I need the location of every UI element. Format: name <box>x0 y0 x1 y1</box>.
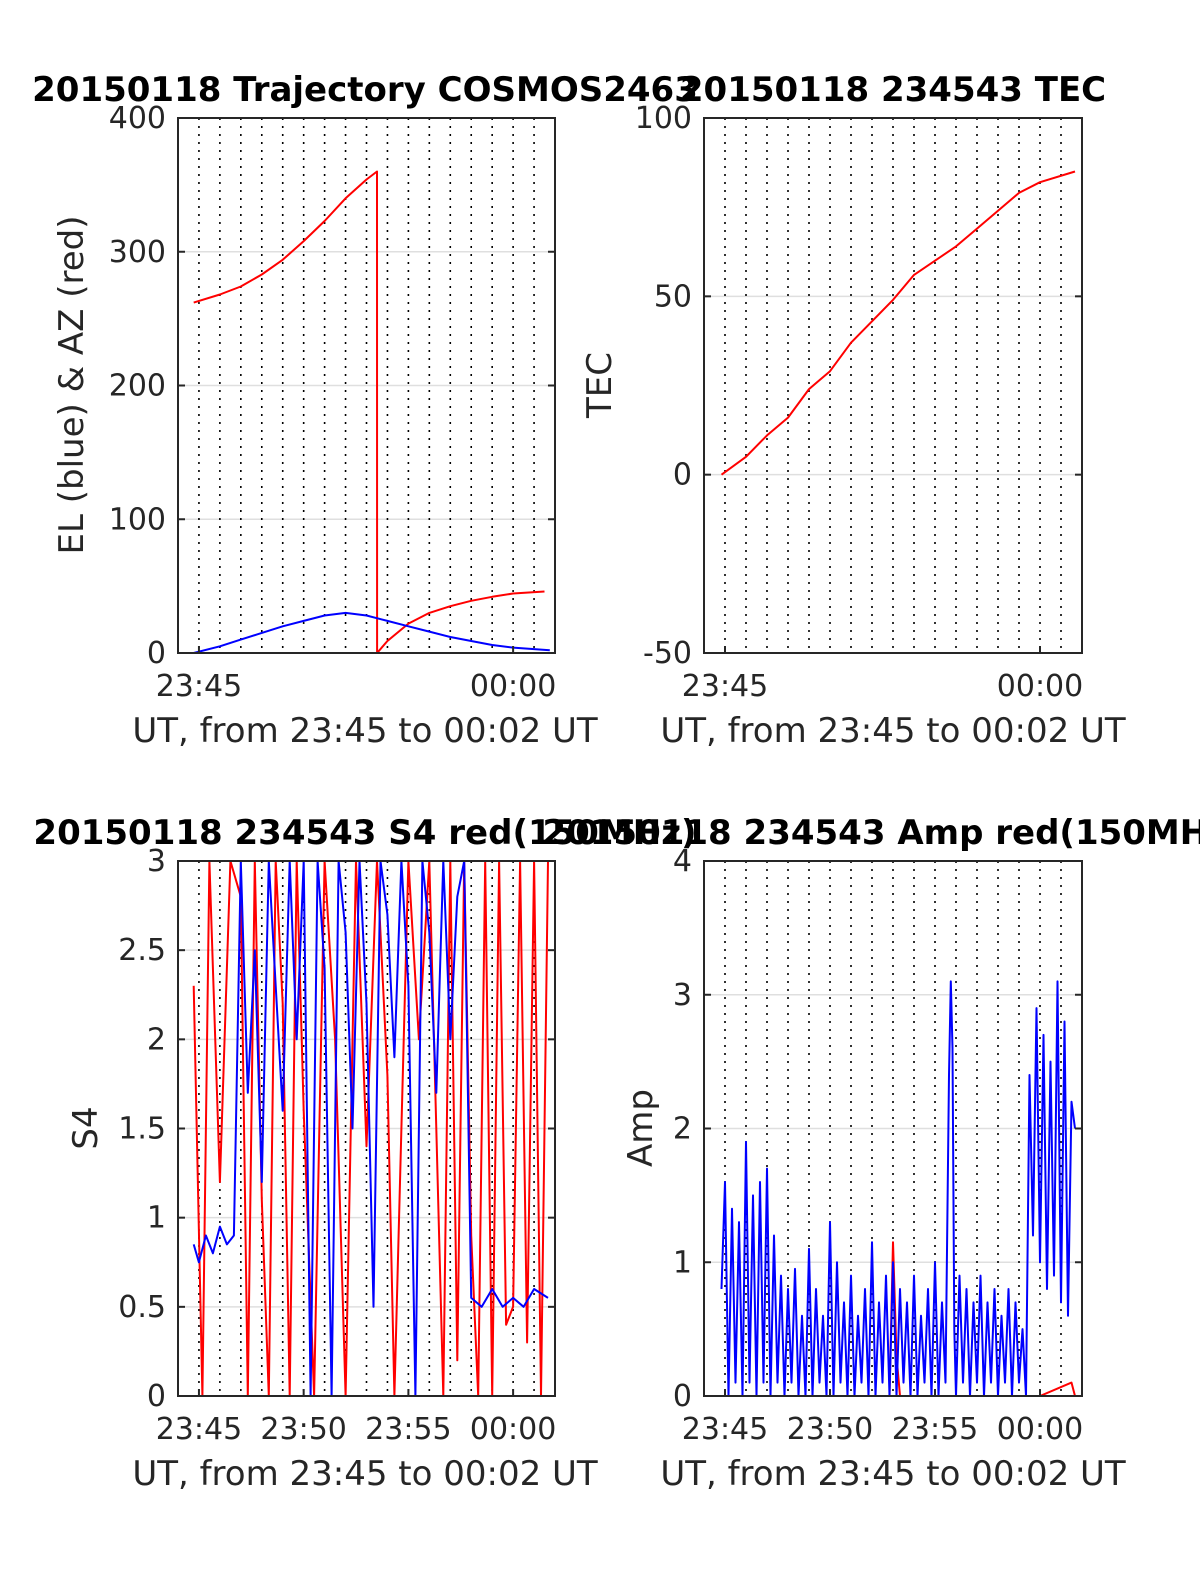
tec-xlabel: UT, from 23:45 to 00:02 UT <box>660 711 1126 751</box>
tec-axes-frame <box>703 117 1083 654</box>
s4-series-red-line <box>192 861 549 1396</box>
s4-ytick-label: 2.5 <box>118 933 166 968</box>
tec-ylabel: TEC <box>580 352 620 419</box>
s4-ytick-label: 3 <box>147 844 166 879</box>
amp-xtick-label: 23:50 <box>787 1412 873 1447</box>
amp-xlabel: UT, from 23:45 to 00:02 UT <box>660 1454 1126 1494</box>
amp-title: 20150118 234543 Amp red(150MHz) <box>542 813 1200 853</box>
tec-ytick-label: 100 <box>635 101 692 136</box>
trajectory-plot: 0 100 200 300 400 23:45 00:00 <box>109 101 557 704</box>
s4-xtick-label: 23:45 <box>156 1412 242 1447</box>
amp-ytick-label: 1 <box>673 1245 692 1280</box>
tec-ytick-label: -50 <box>643 636 692 671</box>
panel-amp: 20150118 234543 Amp red(150MHz) UT, from… <box>542 813 1200 1494</box>
s4-xlabel: UT, from 23:45 to 00:02 UT <box>132 1454 598 1494</box>
amp-xtick-label: 23:45 <box>682 1412 768 1447</box>
tec-ytick-label: 50 <box>654 279 692 314</box>
panel-trajectory: 20150118 Trajectory COSMOS2463 UT, from … <box>32 70 698 751</box>
trajectory-xtick-label: 00:00 <box>470 669 556 704</box>
tec-plot: -50 0 50 100 23:45 00:00 <box>635 101 1084 704</box>
amp-xtick-label: 23:55 <box>892 1412 978 1447</box>
s4-xtick-label: 23:55 <box>365 1412 451 1447</box>
tec-series-tec-line <box>720 170 1076 476</box>
trajectory-xlabel: UT, from 23:45 to 00:02 UT <box>132 711 598 751</box>
trajectory-ytick-label: 300 <box>109 235 166 270</box>
amp-ytick-label: 0 <box>673 1379 692 1414</box>
trajectory-ylabel: EL (blue) & AZ (red) <box>52 215 92 554</box>
tec-title: 20150118 234543 TEC <box>680 70 1106 110</box>
s4-xtick-label: 23:50 <box>260 1412 346 1447</box>
panel-s4: 20150118 234543 S4 red(150MHz) UT, from … <box>33 813 696 1494</box>
amp-ytick-label: 4 <box>673 844 692 879</box>
trajectory-ytick-label: 0 <box>147 636 166 671</box>
amp-plot: 0 1 2 3 4 23:45 23:50 23:55 00:00 <box>673 844 1083 1447</box>
trajectory-ytick-label: 200 <box>109 369 166 404</box>
tec-xtick-label: 00:00 <box>997 669 1083 704</box>
tec-ytick-label: 0 <box>673 458 692 493</box>
tec-xtick-label: 23:45 <box>682 669 768 704</box>
s4-ytick-label: 1.5 <box>118 1112 166 1147</box>
s4-ylabel: S4 <box>66 1106 106 1149</box>
trajectory-series-el-line <box>193 611 550 653</box>
amp-xtick-label: 00:00 <box>997 1412 1083 1447</box>
trajectory-xtick-label: 23:45 <box>156 669 242 704</box>
amp-ylabel: Amp <box>621 1089 661 1167</box>
s4-ytick-label: 1 <box>147 1201 166 1236</box>
s4-series-blue-line <box>192 861 549 1396</box>
s4-ytick-label: 0.5 <box>118 1290 166 1325</box>
trajectory-series-az-line <box>193 170 545 653</box>
amp-ytick-label: 3 <box>673 978 692 1013</box>
s4-xtick-label: 00:00 <box>470 1412 556 1447</box>
s4-plot: 0 0.5 1 1.5 2 2.5 3 23:45 23:50 23:55 00:00 <box>118 844 556 1447</box>
trajectory-ytick-label: 100 <box>109 502 166 537</box>
s4-ytick-label: 0 <box>147 1379 166 1414</box>
amp-ytick-label: 2 <box>673 1112 692 1147</box>
trajectory-ytick-label: 400 <box>109 101 166 136</box>
trajectory-title: 20150118 Trajectory COSMOS2463 <box>32 70 698 110</box>
s4-title: 20150118 234543 S4 red(150MHz) <box>33 813 696 853</box>
s4-ytick-label: 2 <box>147 1022 166 1057</box>
panel-tec: 20150118 234543 TEC UT, from 23:45 to 00… <box>580 70 1126 751</box>
amp-series-blue-line <box>720 980 1076 1396</box>
